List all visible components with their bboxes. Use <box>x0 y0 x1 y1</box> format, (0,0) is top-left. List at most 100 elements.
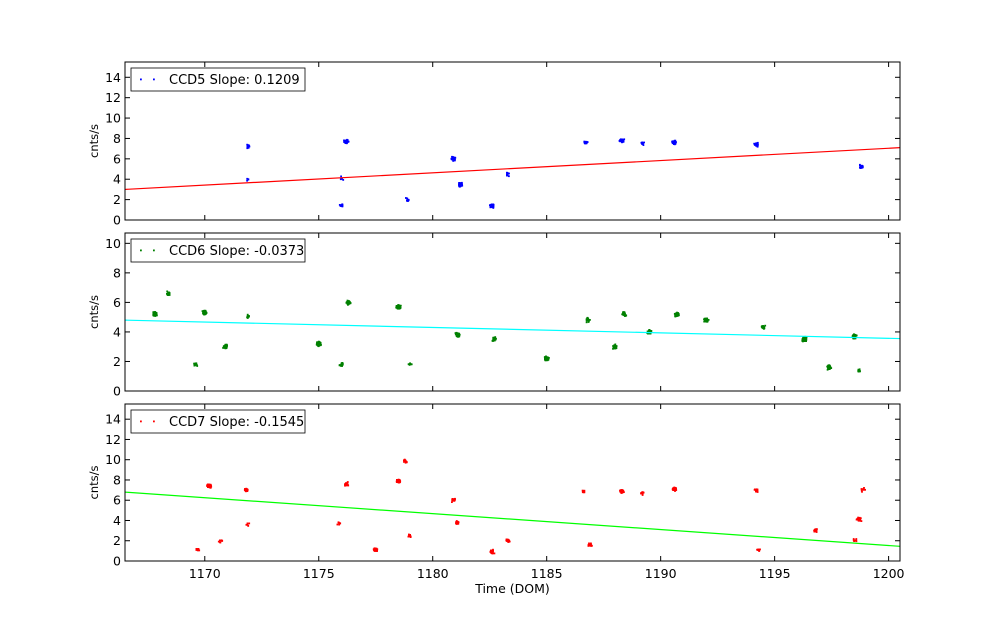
legend-box <box>130 67 306 92</box>
legend-label: CCD5 Slope: 0.1209 <box>169 73 300 88</box>
data-point <box>589 543 592 546</box>
data-point <box>813 530 816 533</box>
data-point <box>855 539 858 542</box>
data-point <box>341 204 344 207</box>
data-point <box>590 542 592 545</box>
data-point <box>204 312 207 315</box>
data-point <box>761 326 764 329</box>
data-point <box>458 182 460 184</box>
data-point <box>759 548 761 551</box>
data-point <box>461 184 463 186</box>
data-point <box>707 319 710 321</box>
data-point <box>590 545 592 547</box>
data-point <box>642 144 645 146</box>
data-point <box>490 549 493 552</box>
data-point <box>407 363 410 366</box>
data-point <box>454 333 457 336</box>
data-point <box>613 346 616 348</box>
data-point <box>246 522 249 525</box>
data-point <box>505 538 508 541</box>
x-tick-label: 1180 <box>417 566 449 581</box>
data-point <box>340 175 342 178</box>
data-point <box>196 365 199 367</box>
data-point <box>676 312 679 314</box>
data-point <box>507 539 509 541</box>
data-point <box>452 158 454 161</box>
data-point <box>203 311 206 313</box>
data-point <box>397 481 400 483</box>
data-point <box>407 200 409 202</box>
data-point <box>341 203 344 206</box>
y-tick-label: 2 <box>113 533 121 548</box>
data-point <box>452 160 455 162</box>
data-point <box>457 522 460 525</box>
data-point <box>406 197 409 200</box>
data-point <box>340 177 343 180</box>
data-point <box>217 540 220 543</box>
data-point <box>154 314 157 317</box>
data-point <box>247 315 250 318</box>
data-point <box>490 204 493 207</box>
data-point <box>338 204 341 206</box>
data-point <box>755 143 758 145</box>
data-point <box>855 334 858 337</box>
data-point <box>454 156 457 159</box>
data-point <box>704 319 706 321</box>
data-point <box>829 366 832 369</box>
data-point <box>396 307 399 310</box>
data-point <box>756 491 759 493</box>
data-point <box>398 479 401 482</box>
y-axis-label: cnts/s <box>87 466 101 500</box>
data-point <box>853 337 856 340</box>
data-point <box>859 164 861 167</box>
data-point <box>246 179 248 182</box>
data-point <box>754 488 756 491</box>
data-point <box>404 460 407 463</box>
data-point <box>828 367 831 369</box>
data-point <box>622 490 624 493</box>
data-point <box>245 490 247 493</box>
data-point <box>672 488 675 491</box>
data-point <box>673 141 675 144</box>
data-point <box>861 165 864 167</box>
data-point <box>346 302 349 305</box>
data-point <box>408 535 411 537</box>
data-point <box>197 548 199 550</box>
data-point <box>491 552 494 555</box>
data-point <box>345 301 348 304</box>
data-point <box>620 138 622 141</box>
data-point <box>340 362 343 365</box>
data-point <box>508 172 510 175</box>
data-point <box>545 357 547 360</box>
data-point <box>672 487 675 490</box>
data-point <box>621 139 623 142</box>
data-points <box>152 290 861 373</box>
data-point <box>614 343 617 346</box>
data-point <box>209 486 212 489</box>
data-point <box>546 359 549 362</box>
y-tick-label: 4 <box>113 324 121 339</box>
data-point <box>492 337 495 340</box>
data-point <box>347 301 350 304</box>
data-point <box>584 142 586 145</box>
data-point <box>154 312 156 315</box>
data-point <box>674 313 677 316</box>
data-point <box>803 336 806 338</box>
y-tick-label: 6 <box>113 493 121 508</box>
data-point <box>587 318 589 321</box>
data-point <box>337 521 340 524</box>
data-point <box>649 332 652 335</box>
data-point <box>452 157 455 159</box>
y-tick-label: 2 <box>113 354 121 369</box>
data-point <box>706 320 709 323</box>
data-point <box>198 549 201 552</box>
data-point <box>346 481 349 483</box>
data-point <box>816 528 818 530</box>
data-point <box>612 345 614 347</box>
data-point <box>226 344 228 347</box>
x-tick-label: 1185 <box>531 566 563 581</box>
data-point <box>209 485 212 487</box>
data-point <box>622 313 625 316</box>
data-point <box>459 183 462 186</box>
data-point <box>673 140 676 143</box>
